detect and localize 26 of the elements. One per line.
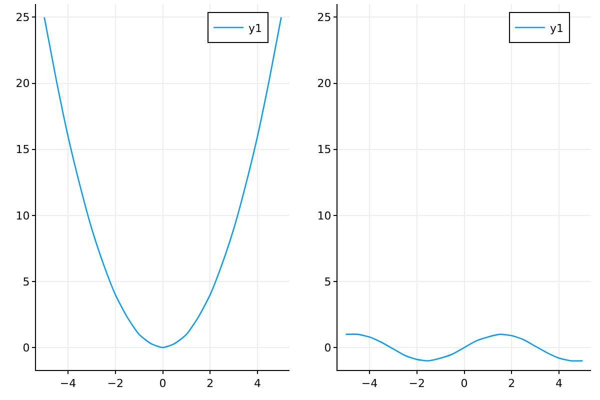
y-tick-label: 10 xyxy=(317,209,332,222)
x-tick-label: −2 xyxy=(107,377,124,390)
x-tick-label: 4 xyxy=(254,377,262,390)
y-tick-label: 25 xyxy=(317,11,332,24)
x-tick-label: 4 xyxy=(556,377,563,390)
x-tick-label: 0 xyxy=(460,377,468,390)
y-tick-label: 20 xyxy=(317,77,332,90)
y-tick-label: 15 xyxy=(317,143,332,156)
y-tick-label: 10 xyxy=(16,209,30,222)
legend-label: y1 xyxy=(248,22,262,35)
line-series xyxy=(44,16,282,348)
x-tick-label: 2 xyxy=(206,377,214,390)
x-tick-label: −4 xyxy=(361,377,378,390)
x-tick-label: 2 xyxy=(508,377,516,390)
x-tick-label: −2 xyxy=(408,377,425,390)
x-tick-label: −4 xyxy=(60,377,76,390)
y-tick-label: 5 xyxy=(22,275,30,288)
legend-label: y1 xyxy=(550,22,564,35)
y-tick-label: 15 xyxy=(16,143,30,156)
y-tick-label: 5 xyxy=(324,275,332,288)
y-tick-label: 25 xyxy=(16,11,30,24)
y-tick-label: 20 xyxy=(16,77,30,90)
y-tick-label: 0 xyxy=(324,341,332,354)
line-series xyxy=(345,334,584,362)
x-tick-label: 0 xyxy=(159,377,166,390)
y-tick-label: 0 xyxy=(22,341,30,354)
